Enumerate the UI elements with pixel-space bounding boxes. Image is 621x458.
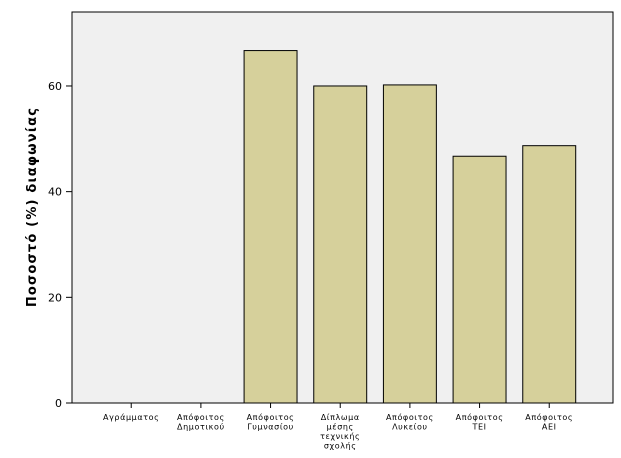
x-tick-label: ΤΕΙ	[472, 423, 487, 432]
bars-group	[243, 50, 577, 404]
y-axis-title: Ποσοστό (%) διαφωνίας	[25, 107, 40, 307]
x-axis: Αγράμματος ΑπόφοιτοςΔημοτικούΑπόφοιτοςΓυμ…	[103, 403, 573, 451]
x-tick-label: ΑΕΙ	[542, 423, 557, 432]
x-tick-label: Δίπλωμα	[321, 413, 360, 422]
x-tick-label: Λυκείου	[392, 423, 428, 432]
bar	[452, 155, 507, 404]
bar	[313, 85, 368, 404]
y-tick-label: 0	[55, 397, 62, 410]
x-tick-label: σχολής	[324, 442, 357, 451]
bar	[522, 145, 577, 404]
x-tick-label: τεχνικής	[320, 432, 360, 441]
x-tick-label: Απόφοιτος	[177, 412, 225, 422]
x-tick-label: Απόφοιτος	[456, 412, 504, 422]
x-tick-label: Απόφοιτος	[386, 412, 434, 422]
x-tick-label: Απόφοιτος	[247, 412, 295, 422]
y-tick-label: 60	[48, 80, 62, 93]
x-tick-label: Γυμνασίου	[247, 423, 294, 432]
y-tick-label: 20	[48, 291, 62, 304]
y-tick-label: 40	[48, 186, 62, 199]
x-tick-label: Αγράμματος	[103, 413, 159, 422]
x-tick-label: μέσης	[327, 422, 354, 432]
bar	[243, 50, 298, 404]
x-tick-label: Δημοτικού	[177, 422, 225, 432]
x-tick-label: Απόφοιτος	[525, 412, 573, 422]
bar	[382, 84, 437, 404]
y-axis: 0 20 40 60	[48, 80, 72, 410]
